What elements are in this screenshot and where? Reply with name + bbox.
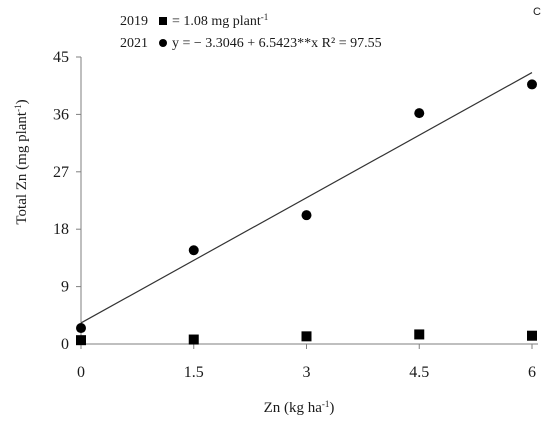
x-tick-label: 6	[528, 364, 536, 381]
y-tick-label: 9	[61, 279, 69, 296]
legend-label-2019: 2019	[120, 14, 148, 29]
data-point-2021	[527, 79, 537, 90]
legend-label-2021: 2021	[120, 36, 148, 51]
x-axis-label: Zn (kg ha-1)	[264, 399, 335, 416]
x-tick-label: 1.5	[184, 364, 204, 381]
data-points	[76, 79, 537, 346]
data-point-2019	[188, 334, 199, 345]
legend-entry-2019: 2019 = 1.08 mg plant-1	[120, 12, 268, 29]
x-tick-label: 4.5	[409, 364, 429, 381]
data-point-2019	[76, 335, 86, 346]
legend-circle-marker	[159, 39, 167, 47]
data-point-2021	[301, 210, 312, 221]
y-tick-label: 18	[53, 221, 69, 238]
data-point-2021	[188, 245, 199, 256]
regression-line	[80, 72, 533, 324]
x-ticks: 0 1.5 3 4.5 6	[77, 344, 536, 381]
panel-label: C	[533, 6, 541, 18]
y-ticks: 0 9 18 27 36 45	[53, 49, 81, 353]
data-point-2021	[76, 323, 86, 334]
y-tick-label: 0	[61, 336, 69, 353]
y-tick-label: 45	[53, 49, 69, 66]
data-point-2019	[527, 330, 537, 341]
data-point-2019	[414, 329, 425, 340]
y-axis-label: Total Zn (mg plant-1)	[13, 99, 30, 224]
legend-equation-2019: = 1.08 mg plant-1	[172, 12, 268, 29]
data-point-2019	[301, 331, 312, 342]
legend-square-marker	[159, 17, 167, 25]
legend-entry-2021: 2021 y = − 3.3046 + 6.5423**x R² = 97.55	[120, 36, 382, 51]
fit-line-2021	[80, 72, 533, 324]
legend: 2019 = 1.08 mg plant-1 2021 y = − 3.3046…	[120, 12, 382, 51]
legend-equation-2021: y = − 3.3046 + 6.5423**x R² = 97.55	[172, 36, 382, 51]
x-tick-label: 0	[77, 364, 85, 381]
y-tick-label: 27	[53, 164, 69, 181]
x-tick-label: 3	[303, 364, 311, 381]
y-tick-label: 36	[53, 106, 69, 123]
axes	[80, 57, 538, 345]
data-point-2021	[414, 108, 425, 119]
